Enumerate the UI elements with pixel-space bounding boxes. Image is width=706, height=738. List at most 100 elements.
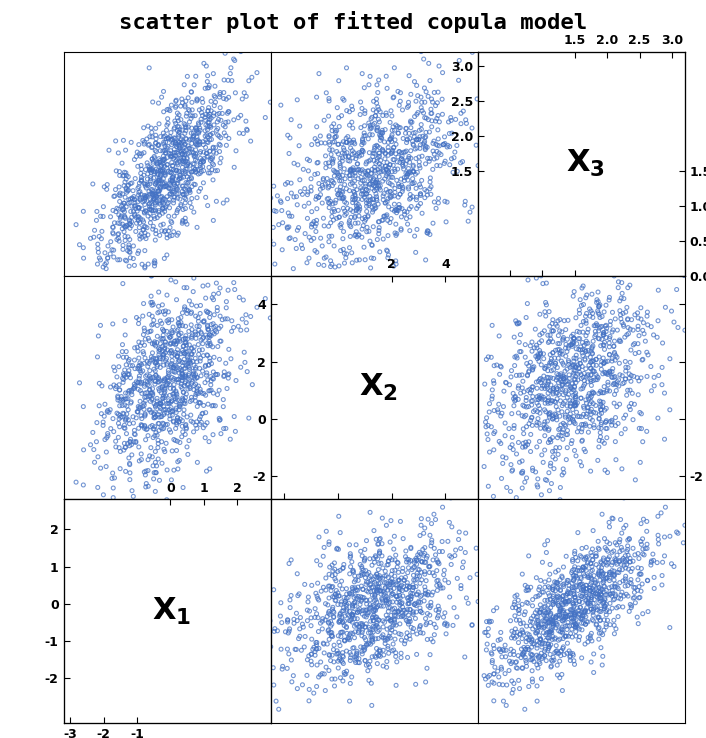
Point (543, 638, 554, 650)
Point (585, 369, 597, 381)
Point (184, 184, 195, 196)
Point (431, 202, 442, 214)
Point (189, 371, 200, 383)
Point (576, 652, 587, 663)
Point (204, 463, 215, 475)
Point (375, 577, 386, 589)
Point (601, 559, 612, 571)
Point (341, 593, 352, 604)
Point (136, 448, 147, 460)
Point (163, 210, 174, 222)
Point (569, 561, 580, 573)
Point (429, 542, 440, 554)
Point (392, 579, 403, 591)
Point (577, 382, 588, 394)
Point (198, 399, 209, 411)
Point (556, 255, 568, 267)
Point (512, 318, 523, 330)
Point (419, 96, 431, 108)
Point (191, 300, 202, 312)
Point (592, 536, 604, 548)
Point (548, 620, 559, 632)
Point (480, 42, 491, 54)
Point (425, 596, 436, 608)
Point (107, 318, 119, 330)
Point (570, 551, 581, 563)
Point (345, 219, 356, 231)
Point (361, 604, 372, 615)
Point (118, 197, 129, 209)
Point (168, 337, 179, 349)
Point (578, 326, 589, 338)
Point (202, 306, 213, 318)
Point (100, 461, 112, 472)
Point (272, 625, 283, 637)
Point (508, 627, 520, 638)
Point (119, 210, 131, 222)
Point (208, 215, 219, 227)
Point (324, 144, 335, 156)
Point (429, 153, 440, 165)
Point (294, 139, 305, 151)
Point (207, 128, 218, 139)
Point (291, 644, 302, 655)
Point (347, 642, 359, 654)
Point (544, 649, 556, 661)
Point (580, 337, 592, 349)
Point (316, 240, 328, 252)
Point (633, 324, 644, 336)
Point (352, 158, 363, 170)
Point (410, 600, 421, 612)
Point (521, 472, 532, 484)
Point (577, 584, 588, 596)
Point (172, 125, 183, 137)
Point (537, 374, 548, 386)
Point (573, 422, 585, 434)
Point (192, 328, 203, 340)
Point (349, 170, 361, 182)
Point (102, 430, 114, 441)
Point (384, 579, 395, 590)
Point (346, 608, 357, 620)
Point (583, 572, 594, 584)
Point (168, 226, 179, 238)
Point (568, 582, 580, 593)
Point (532, 481, 544, 493)
Point (120, 221, 131, 233)
Point (575, 573, 587, 584)
Point (520, 606, 531, 618)
Point (568, 589, 580, 601)
Point (412, 588, 423, 600)
Point (550, 357, 561, 369)
Point (302, 596, 313, 608)
Point (174, 137, 185, 148)
Point (604, 366, 616, 378)
Point (486, 351, 497, 363)
Point (486, 390, 498, 402)
Point (195, 157, 206, 169)
Point (121, 408, 133, 420)
Point (368, 148, 379, 159)
Point (625, 356, 636, 368)
Point (160, 225, 171, 237)
Point (119, 176, 131, 188)
Point (608, 341, 619, 353)
Point (544, 423, 555, 435)
Point (533, 400, 544, 412)
Point (461, 592, 472, 604)
Point (578, 401, 590, 413)
Point (600, 320, 611, 331)
Point (160, 180, 172, 192)
Point (208, 142, 219, 154)
Point (152, 175, 164, 187)
Point (183, 325, 194, 337)
Point (331, 145, 342, 157)
Point (620, 570, 631, 582)
Point (179, 189, 191, 201)
Point (554, 494, 566, 506)
Point (368, 626, 379, 638)
Point (588, 422, 599, 434)
Point (505, 644, 517, 655)
Point (395, 122, 406, 134)
Point (416, 590, 427, 601)
